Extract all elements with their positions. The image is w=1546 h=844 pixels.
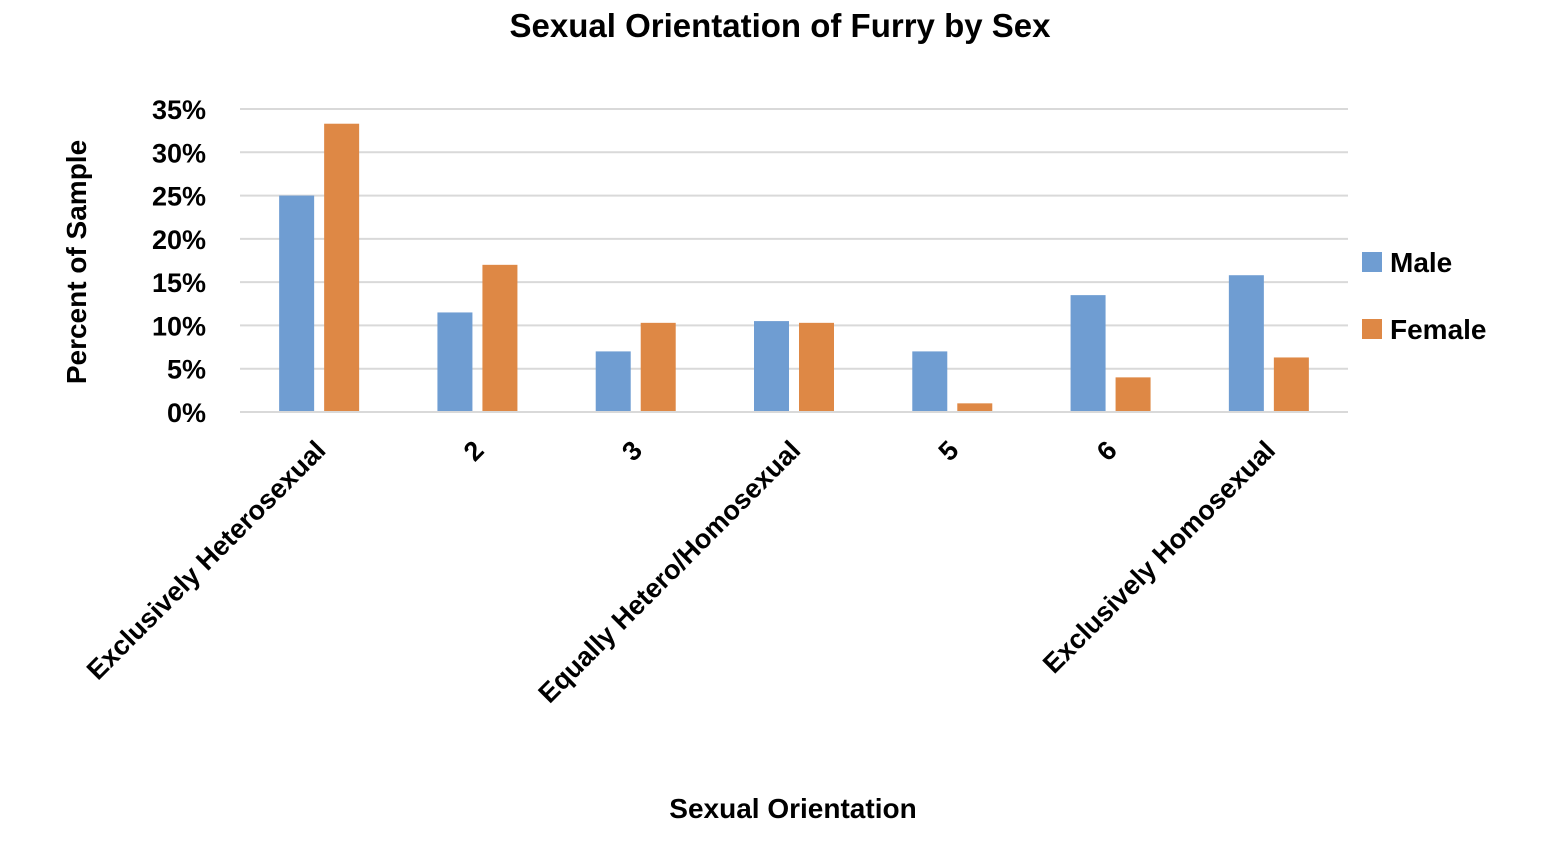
legend-label-female: Female	[1390, 314, 1487, 345]
bar-female	[324, 123, 360, 413]
x-tick-label: 2	[458, 435, 490, 467]
legend-swatch-male	[1362, 252, 1382, 272]
bar-male	[1070, 295, 1106, 412]
bar-female	[640, 322, 676, 412]
y-axis-title: Percent of Sample	[61, 140, 92, 384]
bar-female	[1273, 357, 1309, 412]
y-tick-label: 10%	[152, 311, 206, 341]
bar-male	[912, 351, 948, 412]
y-tick-label: 35%	[152, 95, 206, 125]
bar-female	[957, 403, 993, 412]
x-tick-label: Equally Hetero/Homosexual	[533, 435, 807, 709]
bar-male	[1228, 275, 1264, 412]
x-axis-title: Sexual Orientation	[669, 793, 916, 824]
y-tick-label: 5%	[167, 355, 206, 385]
chart-title: Sexual Orientation of Furry by Sex	[510, 7, 1052, 44]
gridlines	[240, 108, 1348, 413]
y-tick-label: 25%	[152, 182, 206, 212]
legend: Male Female	[1362, 247, 1487, 345]
bars	[240, 123, 1348, 413]
legend-swatch-female	[1362, 319, 1382, 339]
bar-female	[799, 322, 834, 412]
x-tick-label: 6	[1091, 435, 1123, 467]
y-tick-label: 0%	[167, 398, 206, 428]
bar-female	[482, 264, 518, 412]
x-tick-label: 5	[933, 435, 965, 467]
bar-female	[1115, 377, 1151, 412]
y-tick-label: 15%	[152, 268, 206, 298]
bar-male	[437, 312, 473, 412]
y-tick-label: 30%	[152, 138, 206, 168]
bar-male	[754, 321, 789, 412]
y-axis-ticks: 0% 5% 10% 15% 20% 25% 30% 35%	[152, 95, 206, 428]
x-tick-label: Exclusively Homosexual	[1037, 435, 1281, 679]
x-tick-label: 3	[616, 435, 648, 467]
bar-male	[595, 351, 631, 412]
y-tick-label: 20%	[152, 225, 206, 255]
legend-label-male: Male	[1390, 247, 1452, 278]
x-tick-label: Exclusively Heterosexual	[81, 435, 331, 685]
bar-male	[279, 195, 315, 412]
